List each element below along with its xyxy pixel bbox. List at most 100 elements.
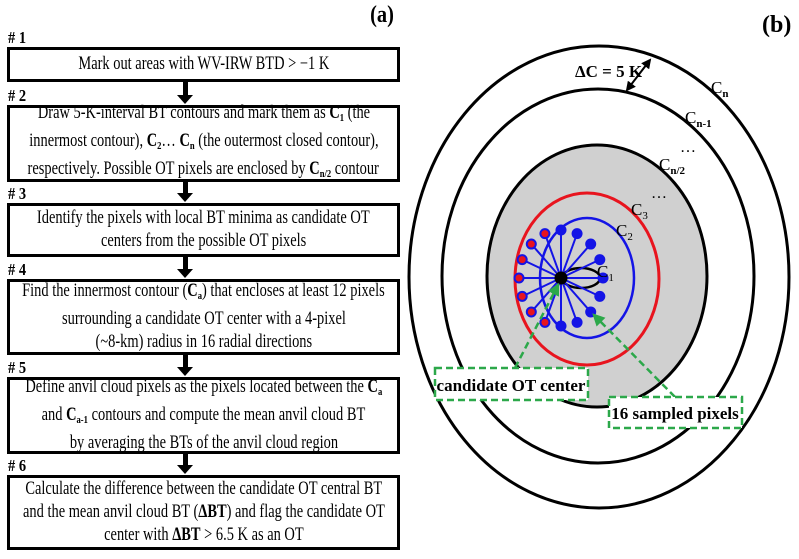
radial-spoke <box>560 258 601 279</box>
step-text-line: center with ΔBT > 6.5 K as an OT <box>104 524 304 547</box>
step-text-line: by averaging the BTs of the anvil cloud … <box>69 432 337 455</box>
text-segment: centers from the possible OT pixels <box>100 231 307 251</box>
flow-arrow-down <box>177 257 193 279</box>
delta-c-arrow <box>625 58 652 92</box>
text-segment: surrounding a candidate OT center with a… <box>61 309 346 329</box>
symbol: C <box>179 130 190 151</box>
label-c1: C1 <box>597 262 614 284</box>
radial-spoke <box>560 277 579 323</box>
text-segment: Draw 5-K-interval BT contours and mark t… <box>37 102 329 123</box>
delta-c-label: ΔC = 5 K <box>575 62 643 81</box>
text-segment: Mark out areas with WV-IRW BTD > −1 K <box>78 54 329 74</box>
text-segment: (~8-km) radius in 16 radial directions <box>95 332 312 352</box>
step-number-5: # 5 <box>8 358 27 377</box>
symbol: C <box>328 102 340 123</box>
step-text-line: and the mean anvil cloud BT (ΔBT) and fl… <box>23 501 385 524</box>
step-text-line: Draw 5-K-interval BT contours and mark t… <box>37 102 369 130</box>
sampled-pixel-dot <box>571 228 583 240</box>
callout-pixels-pointer <box>592 313 676 398</box>
arrow-shaft <box>183 355 188 369</box>
step-text-line: Mark out areas with WV-IRW BTD > −1 K <box>78 53 329 76</box>
step-number-3: # 3 <box>8 184 27 203</box>
text-segment: Define anvil cloud pixels as the pixels … <box>25 377 368 397</box>
step-box-3: Identify the pixels with local BT minima… <box>7 203 400 257</box>
symbol: ΔBT <box>197 502 227 522</box>
step-text-line: Find the innermost contour (Ca) that enc… <box>22 280 385 308</box>
symbol: ΔBT <box>171 525 201 545</box>
step-text-line: and Ca-1 contours and compute the mean a… <box>42 404 366 432</box>
arrow-head <box>177 95 193 104</box>
step-text-line: innermost contour), C2… Cn (the outermos… <box>29 130 378 158</box>
step-box-4: Find the innermost contour (Ca) that enc… <box>7 279 400 355</box>
step-text-line: Identify the pixels with local BT minima… <box>37 207 370 230</box>
callout-pixels-text: 16 sampled pixels <box>611 404 739 423</box>
step-text-line: (~8-km) radius in 16 radial directions <box>95 331 312 354</box>
step-number-6: # 6 <box>8 456 27 475</box>
symbol-subscript: a <box>197 290 203 302</box>
symbol-subscript: n <box>189 139 195 152</box>
step-text-line: respectively. Possible OT pixels are enc… <box>28 158 379 186</box>
label-c2: C2 <box>616 221 633 243</box>
callout-pixels-box <box>607 395 744 430</box>
text-segment: respectively. Possible OT pixels are enc… <box>27 158 310 179</box>
text-segment: by averaging the BTs of the anvil cloud … <box>69 433 338 453</box>
contour-cn-1 <box>440 87 756 465</box>
text-segment: Find the innermost contour ( <box>22 281 188 301</box>
callout-center-pointer <box>513 282 560 369</box>
sampled-pixel-outside-dot <box>525 306 537 318</box>
text-segment: and <box>41 405 67 425</box>
text-segment: innermost contour), <box>28 130 147 151</box>
arrow-head <box>177 269 193 278</box>
text-segment: (the <box>343 102 370 123</box>
arrow-shaft <box>183 82 188 97</box>
text-segment: and the mean anvil cloud BT ( <box>22 502 198 522</box>
label-cn-1: Cn-1 <box>685 108 712 130</box>
label-cn: Cn <box>711 78 728 100</box>
step-number-1: # 1 <box>8 28 27 47</box>
step-box-1: Mark out areas with WV-IRW BTD > −1 K <box>7 47 400 82</box>
panel-a-label: (a) <box>370 2 394 28</box>
step-text-line: surrounding a candidate OT center with a… <box>62 308 346 331</box>
radial-spoke <box>560 233 579 279</box>
step-text-line: Define anvil cloud pixels as the pixels … <box>25 376 382 404</box>
sampled-pixel-outside-dot <box>516 290 528 302</box>
sampled-pixel-dot <box>594 290 606 302</box>
radial-spoke <box>521 258 562 279</box>
text-segment: ) that encloses at least 12 pixels <box>202 281 385 301</box>
flow-arrow-down <box>177 454 193 475</box>
symbol: C <box>66 405 77 425</box>
radial-spoke <box>543 233 562 279</box>
text-segment: … <box>160 130 180 151</box>
sampled-pixel-dot <box>597 272 609 284</box>
radial-spoke <box>560 277 601 298</box>
callout-center-box <box>433 366 590 402</box>
symbol-subscript: 1 <box>339 111 344 124</box>
text-segment: ) and flag the candidate OT <box>226 502 385 522</box>
panel-b-label: (b) <box>762 12 791 38</box>
sampled-pixel-outside-dot <box>513 272 525 284</box>
radial-spoke <box>560 277 592 313</box>
symbol-subscript: a <box>377 386 382 398</box>
text-segment: (the outermost closed contour), <box>194 130 379 151</box>
arrow-head <box>177 367 193 376</box>
step-text-line: centers from the possible OT pixels <box>101 230 306 253</box>
text-segment: Identify the pixels with local BT minima… <box>37 208 370 228</box>
sampled-pixel-dot <box>594 254 606 266</box>
sampled-pixel-outside-dot <box>516 254 528 266</box>
sampled-pixel-outside-dot <box>539 228 551 240</box>
sampled-pixel-dot <box>555 320 567 332</box>
radial-spoke <box>530 243 562 279</box>
flow-arrow-down <box>177 355 193 377</box>
step-box-5: Define anvil cloud pixels as the pixels … <box>7 377 400 454</box>
step-box-2: Draw 5-K-interval BT contours and mark t… <box>7 102 400 182</box>
text-segment: > 6.5 K as an OT <box>200 525 304 545</box>
step-number-4: # 4 <box>8 260 27 279</box>
step-box-6: Calculate the difference between the can… <box>7 475 400 550</box>
text-segment: Calculate the difference between the can… <box>25 479 382 499</box>
sampled-pixel-outside-dot <box>525 238 537 250</box>
symbol: C <box>187 281 198 301</box>
text-segment: center with <box>103 525 172 545</box>
flow-arrow-down <box>177 182 193 203</box>
arrow-shaft <box>183 257 188 271</box>
